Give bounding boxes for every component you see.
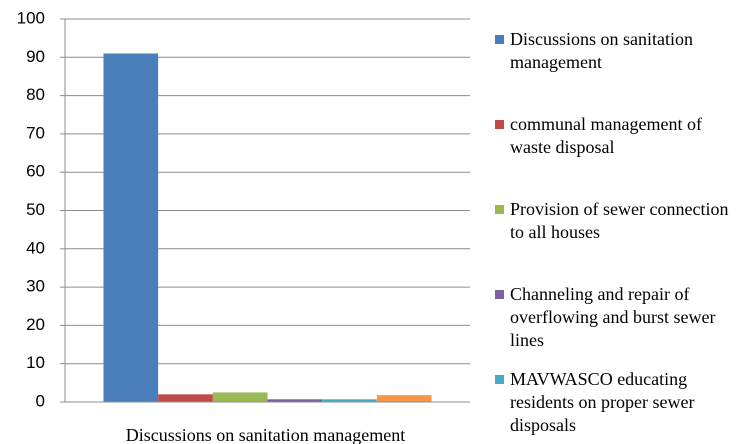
bar: [267, 399, 323, 402]
legend-label: Discussions on sanitation management: [510, 29, 693, 72]
legend-label: Channeling and repair of overflowing and…: [510, 284, 716, 350]
legend-swatch: [495, 120, 504, 129]
legend-entry: Discussions on sanitation management: [495, 28, 735, 74]
legend-entry: communal management of waste disposal: [495, 113, 735, 159]
y-tick-label: 10: [26, 353, 45, 372]
y-tick-label: 80: [26, 85, 45, 104]
y-tick-label: 60: [26, 162, 45, 181]
y-tick-label: 100: [17, 8, 45, 27]
y-tick-label: 90: [26, 47, 45, 66]
legend-label: Provision of sewer connection to all hou…: [510, 199, 729, 242]
legend-swatch: [495, 35, 504, 44]
y-tick-label: 20: [26, 315, 45, 334]
legend-swatch: [495, 290, 504, 299]
bar: [322, 399, 377, 402]
y-tick-label: 50: [26, 200, 45, 219]
legend-entry: MAVWASCO educating residents on proper s…: [495, 368, 735, 437]
bar: [212, 392, 268, 402]
legend-entry: Provision of sewer connection to all hou…: [495, 198, 735, 244]
x-tick-label: Discussions on sanitation management: [126, 425, 405, 444]
y-tick-label: 30: [26, 277, 45, 296]
bar: [376, 395, 432, 402]
y-tick-label: 0: [36, 391, 45, 410]
legend-entry: Channeling and repair of overflowing and…: [495, 283, 735, 352]
y-tick-label: 40: [26, 238, 45, 257]
bar: [158, 394, 213, 402]
legend-swatch: [495, 205, 504, 214]
legend-label: MAVWASCO educating residents on proper s…: [510, 369, 695, 435]
legend-swatch: [495, 375, 504, 384]
y-tick-label: 70: [26, 123, 45, 142]
bar: [103, 53, 159, 402]
legend-label: communal management of waste disposal: [510, 114, 702, 157]
